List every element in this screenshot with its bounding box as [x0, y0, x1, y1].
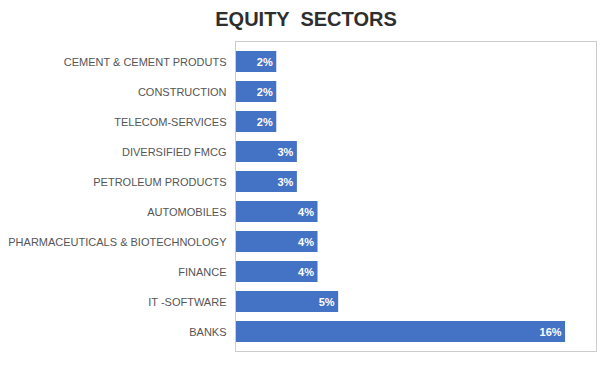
svg-text:CEMENT & CEMENT PRODUTS: CEMENT & CEMENT PRODUTS — [64, 56, 227, 68]
svg-text:AUTOMOBILES: AUTOMOBILES — [147, 206, 226, 218]
svg-text:PETROLEUM PRODUCTS: PETROLEUM PRODUCTS — [93, 176, 226, 188]
svg-text:CONSTRUCTION: CONSTRUCTION — [138, 86, 227, 98]
svg-text:DIVERSIFIED FMCG: DIVERSIFIED FMCG — [122, 146, 227, 158]
svg-text:16%: 16% — [540, 326, 562, 338]
svg-text:2%: 2% — [257, 86, 273, 98]
svg-text:4%: 4% — [298, 266, 314, 278]
svg-text:3%: 3% — [277, 176, 293, 188]
svg-text:IT -SOFTWARE: IT -SOFTWARE — [148, 296, 226, 308]
svg-text:2%: 2% — [257, 116, 273, 128]
svg-text:2%: 2% — [257, 56, 273, 68]
svg-text:4%: 4% — [298, 206, 314, 218]
svg-text:PHARMACEUTICALS & BIOTECHNOLOG: PHARMACEUTICALS & BIOTECHNOLOGY — [8, 236, 227, 248]
svg-text:FINANCE: FINANCE — [178, 266, 226, 278]
svg-text:BANKS: BANKS — [189, 326, 226, 338]
svg-text:3%: 3% — [277, 146, 293, 158]
svg-text:4%: 4% — [298, 236, 314, 248]
svg-text:TELECOM-SERVICES: TELECOM-SERVICES — [114, 116, 226, 128]
html-text:EQUITY SECTORS: EQUITY SECTORS — [215, 8, 397, 30]
svg-text:5%: 5% — [319, 296, 335, 308]
